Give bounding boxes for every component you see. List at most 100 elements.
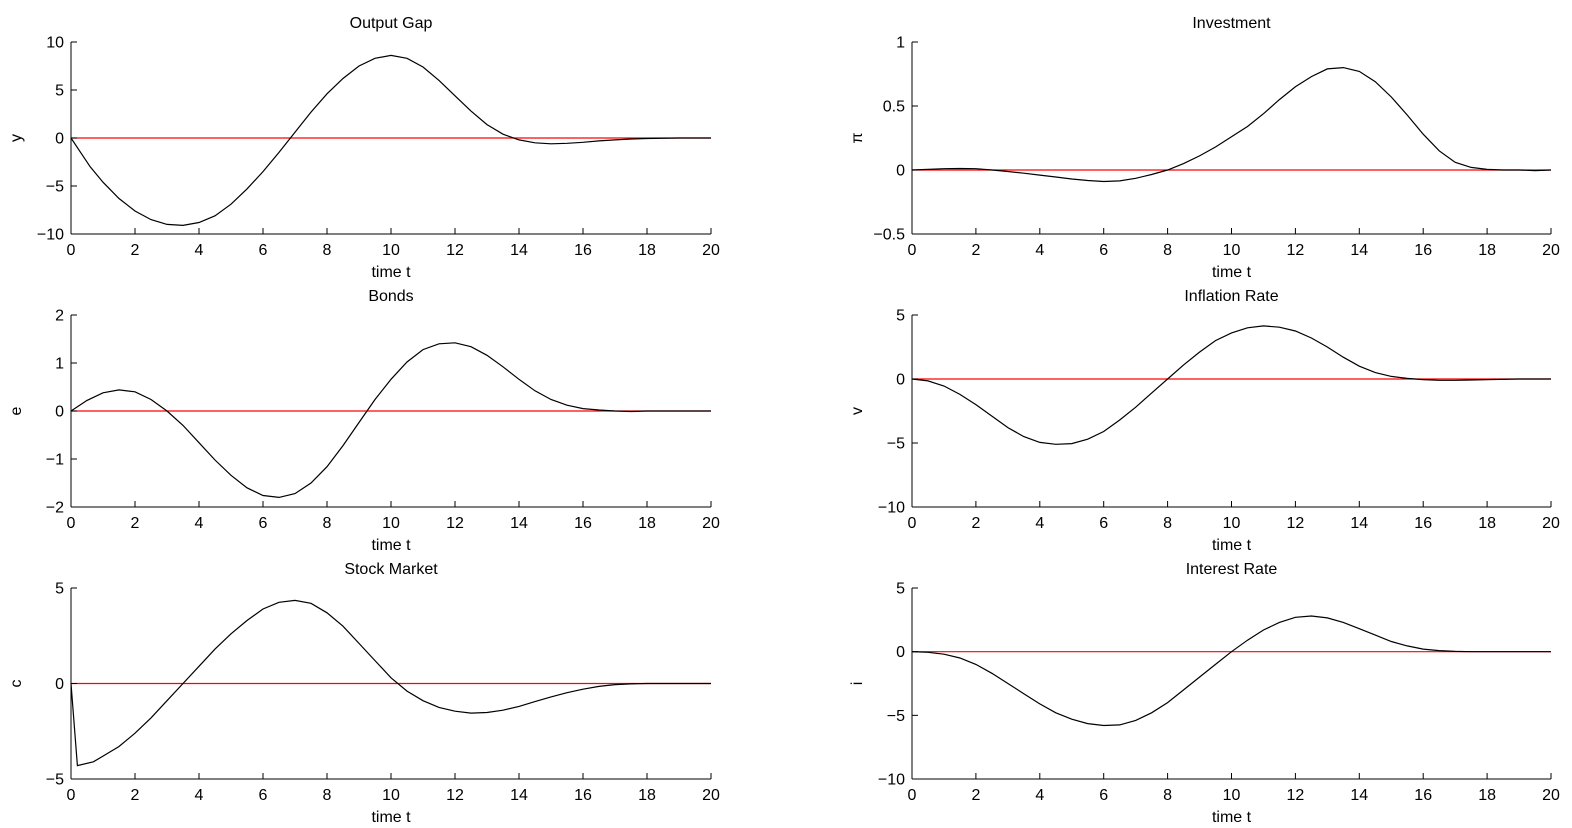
x-tick-label: 6 [1099, 515, 1108, 532]
x-tick-label: 18 [638, 787, 656, 804]
x-tick-label: 4 [1035, 242, 1044, 259]
panel-title: Output Gap [350, 15, 433, 32]
x-tick-label: 2 [971, 515, 980, 532]
x-tick-label: 2 [971, 242, 980, 259]
x-tick-label: 6 [259, 515, 268, 532]
x-tick-label: 8 [1163, 787, 1172, 804]
x-tick-label: 4 [195, 242, 204, 259]
x-tick-label: 16 [1414, 515, 1432, 532]
x-tick-label: 0 [67, 787, 76, 804]
response-line [70, 599, 711, 767]
y-axis-label: v [849, 407, 866, 415]
x-tick-label: 10 [382, 787, 400, 804]
x-tick-label: 8 [1163, 242, 1172, 259]
x-tick-label: 16 [574, 787, 592, 804]
x-tick-label: 16 [1414, 242, 1432, 259]
x-tick-label: 20 [702, 787, 720, 804]
panel-title: Investment [1192, 15, 1271, 32]
x-tick-label: 2 [971, 787, 980, 804]
y-tick-label: 0 [55, 131, 64, 148]
x-tick-label: 0 [908, 787, 917, 804]
x-tick-label: 10 [1223, 787, 1241, 804]
x-tick-label: 20 [1542, 787, 1560, 804]
x-tick-label: 2 [131, 242, 140, 259]
y-tick-label: 1 [55, 356, 64, 373]
x-tick-label: 20 [702, 242, 720, 259]
x-tick-label: 14 [1350, 787, 1368, 804]
x-tick-label: 6 [1099, 242, 1108, 259]
y-tick-label: −1 [46, 452, 64, 469]
response-line [911, 66, 1552, 183]
y-axis-label: e [8, 406, 25, 415]
x-tick-label: 18 [1478, 242, 1496, 259]
x-tick-label: 0 [908, 515, 917, 532]
y-axis-label: c [8, 680, 25, 688]
x-tick-label: 12 [1287, 787, 1305, 804]
y-tick-label: 5 [55, 83, 64, 100]
x-tick-label: 8 [323, 787, 332, 804]
panel-inflation-rate: Inflation Rate time t v 0 2 4 6 8 10 12 14 16 18 20 −1… [849, 288, 1560, 554]
x-tick-label: 14 [510, 787, 528, 804]
x-tick-label: 6 [259, 242, 268, 259]
x-tick-label: 0 [67, 242, 76, 259]
x-tick-label: 18 [1478, 787, 1496, 804]
panel-title: Bonds [368, 288, 413, 305]
x-axis-label: time t [371, 809, 411, 826]
x-tick-label: 4 [195, 515, 204, 532]
x-tick-label: 14 [1350, 515, 1368, 532]
x-axis-label: time t [1212, 264, 1252, 281]
y-tick-label: 5 [896, 308, 905, 325]
y-tick-label: 0 [896, 163, 905, 180]
y-axis-label: π [849, 132, 866, 143]
x-tick-label: 18 [638, 242, 656, 259]
x-tick-label: 14 [510, 242, 528, 259]
x-tick-label: 12 [446, 242, 464, 259]
x-tick-label: 20 [1542, 515, 1560, 532]
x-tick-label: 8 [1163, 515, 1172, 532]
x-tick-label: 16 [1414, 787, 1432, 804]
y-axis-label: y [8, 134, 25, 142]
x-tick-label: 12 [1287, 242, 1305, 259]
x-tick-label: 20 [1542, 242, 1560, 259]
x-axis-label: time t [371, 537, 411, 554]
x-axis-label: time t [371, 264, 411, 281]
y-tick-label: 0 [896, 372, 905, 389]
response-line [911, 325, 1551, 445]
y-tick-label: 0 [55, 404, 64, 421]
y-tick-label: 10 [46, 35, 64, 52]
x-tick-label: 0 [908, 242, 917, 259]
x-tick-label: 10 [382, 515, 400, 532]
x-tick-label: 12 [446, 787, 464, 804]
x-tick-label: 18 [638, 515, 656, 532]
y-tick-label: 5 [55, 581, 64, 598]
x-tick-label: 14 [510, 515, 528, 532]
x-tick-label: 16 [574, 242, 592, 259]
x-axis-label: time t [1212, 809, 1252, 826]
y-tick-label: 5 [896, 581, 905, 598]
x-tick-label: 4 [1035, 787, 1044, 804]
y-tick-label: −0.5 [873, 227, 905, 244]
x-tick-label: 12 [1287, 515, 1305, 532]
y-axis-label: i [849, 682, 866, 686]
x-tick-label: 6 [259, 787, 268, 804]
y-tick-label: −5 [887, 436, 905, 453]
y-tick-label: 2 [55, 308, 64, 325]
x-tick-label: 0 [67, 515, 76, 532]
x-axis-label: time t [1212, 537, 1252, 554]
x-tick-label: 16 [574, 515, 592, 532]
y-tick-label: −2 [46, 500, 64, 517]
x-tick-label: 10 [382, 242, 400, 259]
x-tick-label: 2 [131, 515, 140, 532]
x-tick-label: 4 [195, 787, 204, 804]
y-tick-label: −10 [878, 772, 905, 789]
y-tick-label: −10 [37, 227, 64, 244]
panel-title: Inflation Rate [1184, 288, 1278, 305]
y-tick-label: −5 [46, 179, 64, 196]
y-tick-label: −10 [878, 500, 905, 517]
x-tick-label: 18 [1478, 515, 1496, 532]
x-tick-label: 8 [323, 242, 332, 259]
